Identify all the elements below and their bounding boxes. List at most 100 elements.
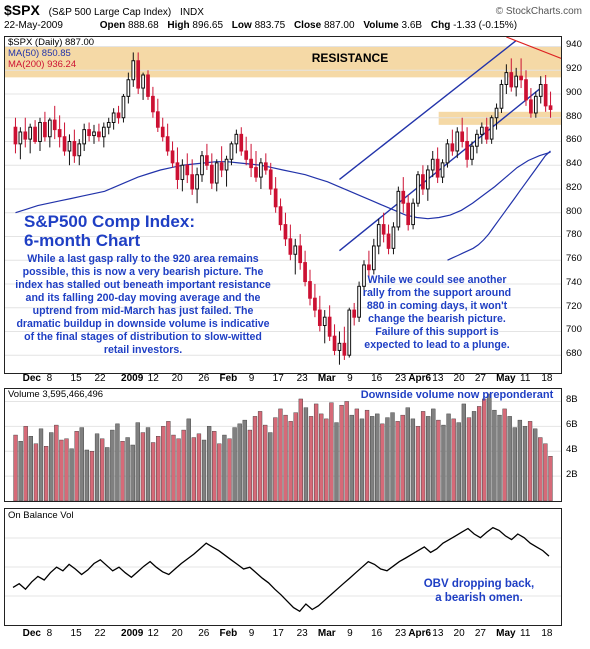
candle-body bbox=[111, 112, 116, 123]
candle-body bbox=[155, 111, 160, 128]
candle-body bbox=[514, 75, 519, 88]
volume-bar bbox=[487, 393, 492, 501]
candle-body bbox=[288, 238, 293, 255]
close-label: Close bbox=[293, 20, 322, 31]
x-tick-label: May bbox=[496, 628, 516, 639]
price-y-tick-label: 820 bbox=[566, 181, 582, 193]
x-tick-label: 13 bbox=[432, 628, 444, 639]
x-tick-label: 15 bbox=[70, 628, 82, 639]
volume-bar bbox=[268, 432, 273, 501]
volume-note: Downside volume now preponderant bbox=[360, 389, 554, 401]
x-tick-label: May bbox=[496, 373, 516, 384]
candle-body bbox=[524, 79, 528, 101]
volume-bar bbox=[38, 428, 44, 501]
volume-bar bbox=[89, 451, 95, 501]
volume-y-axis: 8B 6B 4B 2B bbox=[564, 388, 590, 500]
x-tick-label: Feb bbox=[219, 373, 238, 384]
candle-body bbox=[293, 245, 298, 255]
volume-bar bbox=[186, 418, 191, 501]
resistance-band bbox=[5, 46, 561, 78]
low-label: Low bbox=[231, 20, 252, 31]
volume-y-tick-label: 2B bbox=[566, 469, 578, 481]
volume-bar bbox=[166, 421, 171, 501]
volume-bar bbox=[400, 414, 405, 501]
candle-body bbox=[67, 140, 72, 152]
x-tick-label: 18 bbox=[541, 628, 553, 639]
candle-body bbox=[406, 202, 411, 226]
volume-bar bbox=[212, 431, 217, 501]
candle-body bbox=[229, 143, 234, 160]
ma50-legend: MA(50) 850.85 bbox=[8, 48, 71, 59]
support-band bbox=[438, 111, 561, 125]
candle-body bbox=[234, 133, 239, 145]
volume-bar bbox=[191, 437, 196, 501]
ma200-red-segment bbox=[506, 37, 561, 59]
volume-bar bbox=[273, 417, 278, 501]
volume-bar bbox=[344, 401, 349, 501]
price-x-axis: Dec 8 15 22 2009 12 20 26 Feb 9 17 23 Mar 9 16 23 Apr6 13… bbox=[4, 373, 560, 387]
open-value: 888.68 bbox=[128, 20, 159, 31]
candle-body bbox=[52, 119, 57, 131]
volume-bar bbox=[156, 436, 161, 501]
candle-body bbox=[322, 316, 327, 327]
candle-body bbox=[337, 342, 342, 351]
candle-body bbox=[18, 131, 23, 145]
candle-body bbox=[440, 162, 445, 178]
volume-bar bbox=[28, 436, 33, 501]
x-tick-label: 8 bbox=[46, 628, 53, 639]
candle-body bbox=[303, 262, 307, 283]
x-tick-label: Feb bbox=[219, 628, 238, 639]
volume-bar bbox=[257, 411, 263, 501]
volume-bar bbox=[263, 424, 268, 501]
candle-body bbox=[160, 126, 165, 138]
x-tick-label: 9 bbox=[248, 373, 255, 384]
volume-y-tick-label: 6B bbox=[566, 419, 578, 431]
candle-body bbox=[460, 131, 465, 142]
price-chart-svg bbox=[5, 37, 561, 365]
price-y-tick-label: 840 bbox=[566, 158, 582, 170]
quote-date: 22-May-2009 bbox=[4, 20, 63, 31]
volume-bar bbox=[308, 416, 314, 501]
volume-bar bbox=[522, 426, 528, 501]
candle-body bbox=[416, 174, 420, 204]
x-tick-label: Dec bbox=[22, 373, 41, 384]
candle-body bbox=[470, 145, 474, 160]
resistance-label: RESISTANCE bbox=[311, 51, 389, 65]
volume-bar bbox=[431, 408, 436, 501]
volume-bar bbox=[140, 432, 146, 501]
volume-bar bbox=[278, 408, 283, 501]
volume-bar bbox=[476, 406, 482, 501]
candle-body bbox=[430, 158, 435, 171]
volume-bar bbox=[507, 416, 512, 501]
candle-body bbox=[273, 188, 278, 208]
volume-bar bbox=[319, 413, 324, 501]
volume-bar bbox=[64, 438, 69, 501]
candle-body bbox=[283, 224, 288, 240]
candle-body bbox=[396, 190, 401, 228]
candle-body bbox=[263, 162, 268, 171]
volume-bar bbox=[201, 439, 207, 501]
volume-bar bbox=[461, 403, 466, 501]
chart-title-line2: 6-month Chart bbox=[24, 231, 141, 250]
left-commentary: While a last gasp rally to the 920 area … bbox=[15, 253, 271, 356]
volume-bar bbox=[79, 427, 84, 501]
volume-bar bbox=[497, 414, 502, 501]
candle-body bbox=[106, 121, 111, 128]
candle-body bbox=[381, 224, 386, 235]
candle-body bbox=[23, 131, 28, 140]
candle-body bbox=[77, 143, 82, 157]
volume-bar bbox=[334, 422, 339, 501]
open-label: Open bbox=[99, 20, 126, 31]
candle-body bbox=[244, 150, 249, 160]
volume-bar bbox=[288, 421, 293, 501]
candle-body bbox=[72, 140, 77, 157]
candle-body bbox=[87, 129, 91, 137]
x-tick-label: 11 bbox=[520, 628, 531, 639]
chart-header-line2: 22-May-2009 Open 888.68 High 896.65 Low … bbox=[4, 20, 517, 32]
price-y-tick-label: 740 bbox=[566, 276, 582, 288]
volume-bar bbox=[59, 439, 64, 501]
volume-bar bbox=[415, 426, 421, 501]
volume-bar bbox=[354, 408, 360, 501]
candle-body bbox=[465, 140, 469, 160]
